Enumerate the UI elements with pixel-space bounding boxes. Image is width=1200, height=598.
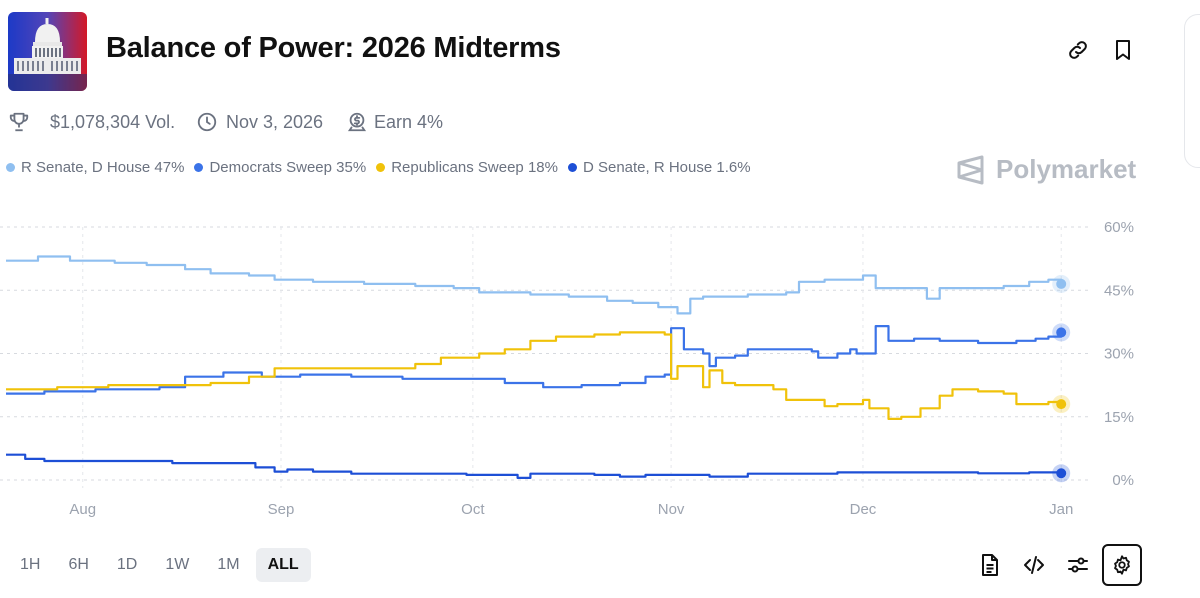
series-end-dot [1056,399,1067,410]
embed-code-button[interactable] [1021,550,1047,580]
range-button-6h[interactable]: 6H [68,556,89,573]
range-button-1h[interactable]: 1H [20,556,41,573]
y-tick-label: 45% [1104,282,1134,299]
market-image [8,12,87,91]
x-tick-label: Dec [850,501,877,518]
series-line-republicans-sweep [6,331,1063,420]
y-tick-label: 0% [1112,472,1134,489]
legend-dot [567,163,577,172]
gear-icon [1114,555,1130,575]
series-line-democrats-sweep [6,325,1063,395]
polymarket-watermark: Polymarket [956,154,1136,185]
range-button-all[interactable]: ALL [255,548,311,582]
series-line-r-senate-d-house [6,255,1063,315]
code-icon [1024,556,1044,574]
legend-item: Republicans Sweep 18% [376,159,558,176]
range-button-1w[interactable]: 1W [165,556,190,573]
rules-document-button[interactable] [977,550,1003,580]
link-icon [1069,41,1087,59]
legend-item: R Senate, D House 47% [6,159,184,176]
y-tick-label: 15% [1104,409,1134,426]
polymarket-logo-icon [957,155,984,184]
x-tick-label: Oct [461,501,485,518]
trophy-icon [9,112,29,132]
bookmark-button[interactable] [1111,38,1135,62]
volume-text: $1,078,304 Vol. [50,111,176,132]
end-date: Nov 3, 2026 [196,110,323,134]
range-button-1d[interactable]: 1D [116,556,138,573]
capitol-logo [8,12,87,91]
document-icon [982,554,998,576]
clock-icon [197,112,217,132]
page-title: Balance of Power: 2026 Midterms [106,32,561,64]
legend-dot [6,163,15,172]
x-tick-label: Nov [658,501,685,518]
price-chart[interactable]: 0% 15% 30% 45% 60% Aug Sep Oct Nov Dec Jan [0,200,1200,530]
legend-label: R Senate, D House 47% [21,159,185,176]
legend-item: D Senate, R House 1.6% [567,159,751,176]
series-line-d-senate-r-house [6,453,1063,479]
legend-dot [376,163,386,172]
chart-settings-button[interactable] [1102,544,1142,586]
sliders-icon [1068,557,1088,573]
bookmark-icon [1116,40,1130,60]
series-end-dot [1056,468,1067,479]
x-tick-label: Sep [268,501,295,518]
legend-item: Democrats Sweep 35% [194,159,366,176]
y-tick-label: 30% [1104,346,1134,363]
time-range-selector: 1H 6H 1D 1W 1M ALL [8,548,315,582]
series-end-dot [1056,278,1067,289]
side-panel-edge [1184,14,1200,168]
range-button-1m[interactable]: 1M [217,556,240,573]
earn-rewards[interactable]: Earn 4% [346,110,443,134]
y-tick-label: 60% [1104,219,1134,236]
series-end-dot [1056,327,1067,338]
copy-link-button[interactable] [1066,38,1090,62]
legend-label: Democrats Sweep 35% [209,159,367,176]
legend-label: D Senate, R House 1.6% [582,159,751,176]
brand-name: Polymarket [996,154,1137,184]
chart-filters-button[interactable] [1065,550,1091,580]
chart-legend: R Senate, D House 47% Democrats Sweep 35… [6,159,761,176]
volume-stat: $1,078,304 Vol. [8,110,175,134]
x-tick-label: Jan [1049,501,1073,518]
end-date-text: Nov 3, 2026 [226,111,324,132]
earn-text: Earn 4% [374,111,444,132]
legend-label: Republicans Sweep 18% [391,159,558,176]
coin-rewards-icon [347,112,367,132]
legend-dot [194,163,204,172]
x-tick-label: Aug [69,501,96,518]
